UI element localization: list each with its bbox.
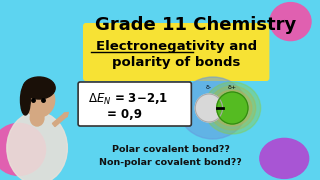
Ellipse shape xyxy=(30,110,44,126)
Text: Polar covalent bond??: Polar covalent bond?? xyxy=(112,145,230,154)
Ellipse shape xyxy=(213,90,252,126)
Ellipse shape xyxy=(23,77,55,99)
Text: $\Delta E_N$ = 3−2,1: $\Delta E_N$ = 3−2,1 xyxy=(88,92,168,107)
Ellipse shape xyxy=(20,85,30,115)
Ellipse shape xyxy=(204,82,260,134)
Ellipse shape xyxy=(7,112,67,180)
Text: δ+: δ+ xyxy=(228,85,237,90)
Text: = 0,9: = 0,9 xyxy=(108,108,142,121)
Ellipse shape xyxy=(217,94,248,122)
Text: Non-polar covalent bond??: Non-polar covalent bond?? xyxy=(100,158,242,167)
Ellipse shape xyxy=(23,83,55,117)
FancyBboxPatch shape xyxy=(83,23,269,81)
Circle shape xyxy=(217,92,248,124)
FancyBboxPatch shape xyxy=(78,82,191,126)
Text: polarity of bonds: polarity of bonds xyxy=(113,56,241,69)
Ellipse shape xyxy=(0,123,45,175)
Ellipse shape xyxy=(260,138,309,178)
Text: Electronegativity and: Electronegativity and xyxy=(96,40,257,53)
Text: Grade 11 Chemistry: Grade 11 Chemistry xyxy=(95,16,296,34)
Circle shape xyxy=(195,94,223,122)
Ellipse shape xyxy=(179,77,247,139)
Ellipse shape xyxy=(270,3,311,41)
Ellipse shape xyxy=(209,86,256,130)
Text: δ-: δ- xyxy=(206,85,212,90)
FancyArrow shape xyxy=(52,112,68,127)
